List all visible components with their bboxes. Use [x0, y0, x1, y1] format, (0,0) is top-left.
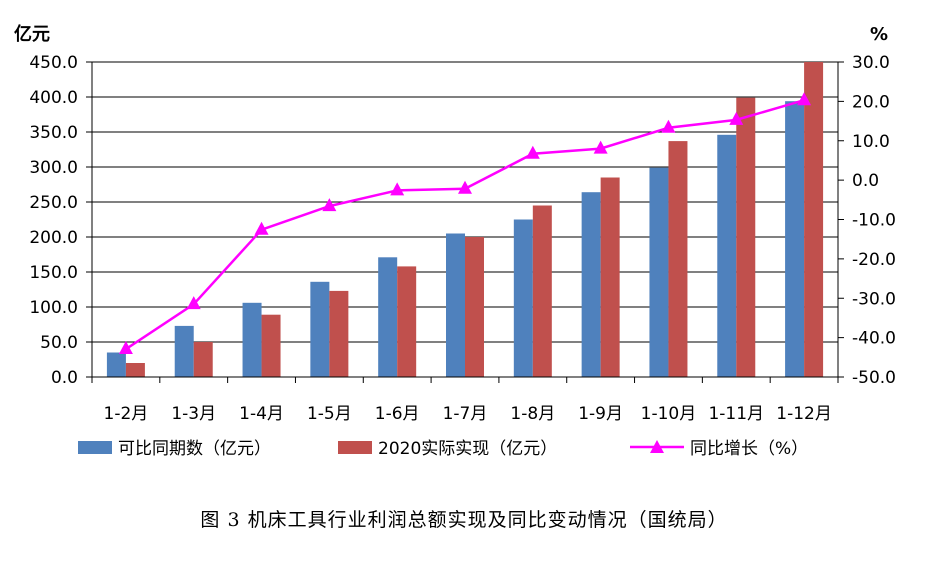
growth-marker-1-3月: [186, 296, 201, 310]
x-tick-label: 1-12月: [776, 404, 832, 424]
legend-swatch-marker: [650, 440, 664, 453]
left-tick-label: 100.0: [29, 298, 78, 318]
bar-1-1-5月: [310, 281, 330, 377]
bar-1-1-10月: [649, 167, 669, 377]
growth-marker-1-10月: [661, 119, 676, 133]
legend-swatch-bar-2: [338, 441, 372, 454]
left-tick-label: 350.0: [29, 123, 78, 143]
growth-marker-1-11月: [729, 111, 744, 125]
right-tick-label: -50.0: [852, 368, 896, 388]
left-tick-label: 400.0: [29, 88, 78, 108]
bar-2-1-2月: [125, 363, 145, 377]
legend-label-3: 同比增长（%）: [690, 439, 808, 459]
growth-marker-1-2月: [118, 341, 133, 355]
figure-caption: 图 3 机床工具行业利润总额实现及同比变动情况（国统局）: [200, 509, 727, 531]
x-tick-label: 1-3月: [171, 404, 216, 424]
x-tick-label: 1-8月: [510, 404, 555, 424]
right-tick-label: 20.0: [852, 92, 890, 112]
bar-1-1-12月: [785, 101, 805, 377]
bar-2-1-8月: [532, 205, 552, 377]
x-tick-label: 1-11月: [708, 404, 764, 424]
line-layer: [118, 92, 812, 355]
bar-2-1-7月: [465, 237, 484, 377]
bar-2-1-4月: [261, 314, 281, 377]
bar-2-1-5月: [329, 290, 349, 377]
right-tick-label: -10.0: [852, 211, 896, 231]
right-tick-label: 0.0: [852, 171, 879, 191]
growth-marker-1-9月: [593, 140, 608, 154]
x-tick-label: 1-7月: [443, 404, 488, 424]
bar-2-1-10月: [668, 141, 688, 377]
bar-1-1-4月: [242, 302, 262, 377]
left-tick-label: 150.0: [29, 263, 78, 283]
bar-1-1-11月: [717, 134, 737, 377]
right-axis-unit: %: [870, 24, 888, 45]
bar-1-1-3月: [174, 325, 194, 377]
legend-label-2: 2020实际实现（亿元）: [378, 439, 557, 459]
bar-2-1-6月: [397, 266, 417, 377]
right-tick-label: -40.0: [852, 329, 896, 349]
bar-2-1-9月: [600, 177, 620, 377]
x-tick-label: 1-6月: [375, 404, 420, 424]
bar-layer: [106, 62, 824, 377]
growth-marker-1-4月: [254, 221, 269, 235]
growth-marker-1-5月: [322, 198, 337, 212]
x-tick-label: 1-5月: [307, 404, 352, 424]
growth-marker-1-8月: [525, 145, 540, 159]
left-tick-label: 200.0: [29, 228, 78, 248]
growth-marker-1-12月: [797, 92, 812, 106]
bar-2-1-12月: [804, 62, 824, 377]
x-tick-label: 1-4月: [239, 404, 284, 424]
right-tick-label: 10.0: [852, 132, 890, 152]
right-tick-label: 30.0: [852, 53, 890, 73]
bar-1-1-8月: [513, 219, 533, 377]
legend-swatch-bar-1: [78, 441, 112, 454]
left-tick-label: 50.0: [40, 333, 78, 353]
legend-label-1: 可比同期数（亿元）: [118, 439, 271, 459]
left-tick-label: 450.0: [29, 53, 78, 73]
left-axis-unit: 亿元: [14, 23, 50, 45]
legend: 可比同期数（亿元） 2020实际实现（亿元） 同比增长（%）: [78, 439, 808, 459]
bar-2-1-11月: [736, 97, 756, 377]
label-layer: 亿元 % 0.0 50.0 100.0 150.0 200.0 250.0 300.0 350…: [14, 23, 896, 424]
bar-1-1-9月: [581, 192, 601, 377]
bar-2-1-3月: [193, 342, 213, 377]
growth-marker-1-6月: [390, 182, 405, 196]
right-tick-label: -30.0: [852, 289, 896, 309]
left-tick-label: 0.0: [51, 368, 78, 388]
left-tick-label: 300.0: [29, 158, 78, 178]
x-tick-label: 1-2月: [104, 404, 149, 424]
growth-marker-1-7月: [458, 180, 472, 194]
grid-layer: [92, 61, 838, 343]
left-tick-label: 250.0: [29, 193, 78, 213]
x-tick-label: 1-9月: [578, 404, 623, 424]
bar-1-1-6月: [378, 257, 398, 377]
bar-1-1-7月: [446, 233, 465, 377]
right-tick-label: -20.0: [852, 250, 896, 270]
x-tick-label: 1-10月: [641, 404, 697, 424]
bar-1-1-2月: [106, 352, 126, 377]
axis-layer: [86, 61, 844, 383]
